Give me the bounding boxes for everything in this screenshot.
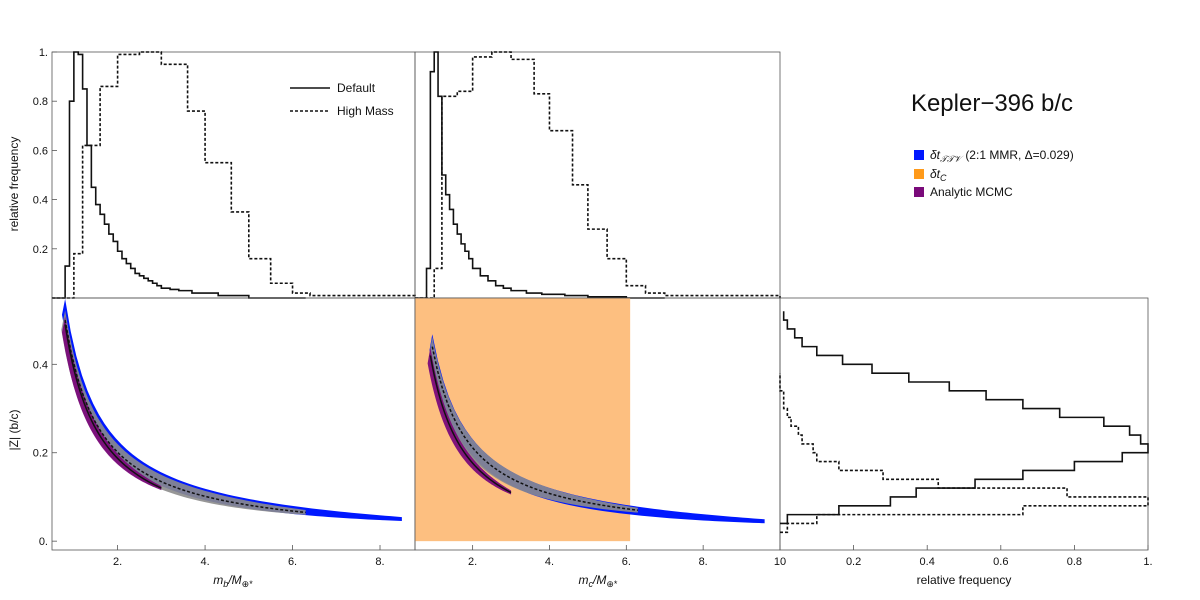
highmass-contour-scatter-mb xyxy=(64,319,306,514)
series-highmass-hist-mc xyxy=(415,51,781,299)
legend-label-analytic: Analytic MCMC xyxy=(930,185,1013,199)
mc-xlabel: mc/M⊕* xyxy=(579,573,618,589)
legend-swatch-dtttv xyxy=(914,150,924,160)
analytic-band-scatter-mc xyxy=(427,347,512,495)
scatter-ylabel: |Z| (b/c) xyxy=(7,410,21,451)
legend-swatch-analytic xyxy=(914,187,924,197)
ytick-label-scatter-mb: 0.4 xyxy=(33,359,48,371)
legend-label-highmass: High Mass xyxy=(337,104,394,118)
legend-swatch-dtc xyxy=(914,169,924,179)
analytic-band-scatter-mb xyxy=(61,316,162,491)
panel-frame-hist-mc xyxy=(414,51,781,299)
dtttv-band-scatter-mb xyxy=(61,298,402,522)
legend-label-default: Default xyxy=(337,81,376,95)
ytick-label-hist-mb: 1. xyxy=(39,47,48,59)
xtick-label-scatter-mc: 2. xyxy=(468,556,477,568)
xtick-label-scatter-mc: 10 xyxy=(774,556,786,568)
xtick-label-hist-z: 0.6 xyxy=(993,556,1008,568)
line-legend: Default High Mass xyxy=(290,81,394,118)
xtick-label-scatter-mb: 8. xyxy=(375,556,384,568)
ytick-label-scatter-mb: 0. xyxy=(39,536,48,548)
series-default-hist-z xyxy=(780,311,1149,525)
xtick-label-scatter-mc: 4. xyxy=(545,556,554,568)
ytick-label-hist-mb: 0.2 xyxy=(33,244,48,256)
series-highmass-hist-mb xyxy=(52,51,416,299)
series-default-hist-mb xyxy=(52,51,306,299)
ytick-label-hist-mb: 0.8 xyxy=(33,96,48,108)
xtick-label-hist-z: 0.4 xyxy=(920,556,935,568)
hist-ylabel: relative frequency xyxy=(7,137,21,232)
xtick-label-scatter-mc: 8. xyxy=(699,556,708,568)
series-highmass-hist-z xyxy=(779,373,1149,534)
xtick-label-scatter-mc: 6. xyxy=(622,556,631,568)
default-contour-scatter-mc xyxy=(429,355,512,494)
panel-frame-hist-z xyxy=(779,297,1149,551)
series-legend: δt𝒯𝒯𝒱 (2:1 MMR, Δ=0.029) δtC Analytic MCM… xyxy=(914,148,1074,199)
figure-title: Kepler−396 b/c xyxy=(911,90,1073,117)
gray-band-scatter-mb xyxy=(61,310,306,515)
xtick-label-scatter-mb: 4. xyxy=(200,556,209,568)
hist-z-xlabel: relative frequency xyxy=(917,573,1012,587)
xtick-label-hist-z: 0.8 xyxy=(1067,556,1082,568)
panel-frame-scatter-mb xyxy=(51,297,416,551)
highmass-contour-scatter-mc xyxy=(431,346,638,511)
ytick-label-hist-mb: 0.6 xyxy=(33,145,48,157)
legend-label-dtc: δtC xyxy=(930,167,947,183)
mb-xlabel: mb/M⊕* xyxy=(213,573,253,589)
xtick-label-scatter-mb: 6. xyxy=(288,556,297,568)
legend-label-dtttv: δt𝒯𝒯𝒱 (2:1 MMR, Δ=0.029) xyxy=(930,148,1074,164)
xtick-label-hist-z: 0.2 xyxy=(846,556,861,568)
ytick-label-scatter-mb: 0.2 xyxy=(33,448,48,460)
xtick-label-hist-z: 1. xyxy=(1143,556,1152,568)
series-default-hist-mc xyxy=(415,51,665,299)
ytick-label-hist-mb: 0.4 xyxy=(33,195,48,207)
xtick-label-scatter-mb: 2. xyxy=(113,556,122,568)
default-contour-scatter-mb xyxy=(64,324,162,489)
